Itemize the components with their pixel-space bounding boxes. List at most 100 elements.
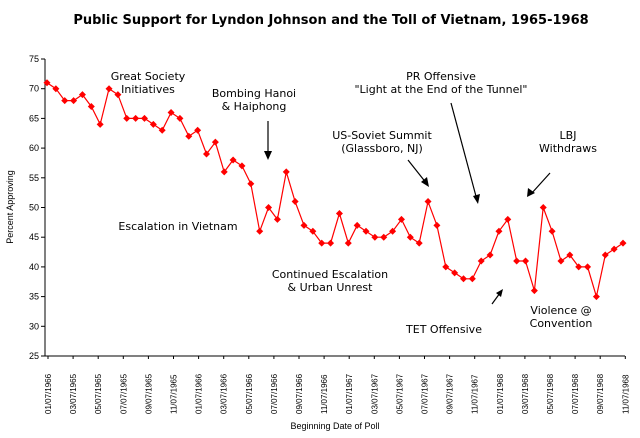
data-point [610, 245, 618, 253]
x-tick-label: 01/07/1967 [345, 373, 354, 414]
data-point [327, 239, 335, 247]
y-axis-label: Percent Approving [5, 170, 15, 244]
annotation-us-soviet: US-Soviet Summit [332, 129, 432, 142]
data-point [273, 215, 281, 223]
data-point [601, 251, 609, 259]
arrow-pr [450, 102, 478, 201]
series-line [46, 82, 624, 297]
x-tick-label: 11/07/1967 [471, 374, 480, 414]
data-point [539, 204, 547, 211]
data-point [300, 221, 308, 229]
y-tick-label: 50 [29, 203, 39, 213]
data-point [406, 233, 414, 241]
data-point [557, 257, 565, 265]
data-point [548, 227, 556, 235]
y-tick-label: 35 [29, 292, 39, 302]
y-tick-label: 75 [29, 54, 39, 64]
data-point [344, 239, 352, 247]
data-point [185, 132, 193, 140]
x-tick-label: 07/07/1966 [270, 373, 279, 414]
annotation-continued-escalation: Continued Escalation [272, 268, 388, 281]
arrow-lbj [530, 172, 551, 195]
annotation-lbj-withdraws: Withdraws [539, 142, 597, 155]
chart-title: Public Support for Lyndon Johnson and th… [73, 13, 588, 28]
data-point [513, 257, 521, 265]
x-tick-label: 11/07/1965 [170, 374, 179, 414]
data-point [530, 287, 538, 295]
x-tick-label: 09/07/1965 [144, 373, 153, 414]
annotation-bombing-hanoi: & Haiphong [222, 100, 287, 113]
data-point [149, 120, 157, 128]
data-point [318, 239, 326, 247]
data-point [211, 138, 219, 146]
plot-area: 25 30 35 40 45 50 55 60 65 70 75 01/07/1966 03/07/1… [29, 54, 630, 414]
annotation-us-soviet: (Glassboro, NJ) [341, 142, 423, 155]
data-point [291, 198, 299, 206]
data-point [468, 275, 476, 283]
data-point [229, 156, 237, 164]
data-point [238, 162, 246, 170]
arrow-pr-head [473, 194, 480, 204]
arrow-lbj-head [527, 188, 535, 197]
data-point [123, 114, 131, 122]
annotation-continued-escalation: & Urban Unrest [288, 281, 374, 294]
x-tick-label: 07/07/1968 [571, 373, 580, 414]
data-point [78, 91, 86, 99]
y-tick-label: 70 [29, 84, 39, 94]
data-point [504, 215, 512, 223]
x-tick-label: 11/07/1968 [621, 374, 630, 414]
annotation-pr-offensive: PR Offensive [406, 70, 476, 83]
data-point [61, 97, 69, 105]
data-point [592, 293, 600, 301]
arrow-tet-head [496, 289, 503, 297]
y-tick-label: 60 [29, 143, 39, 153]
data-point [433, 221, 441, 229]
data-point [203, 150, 211, 158]
x-tick-label: 11/07/1966 [320, 374, 329, 414]
data-point [522, 257, 530, 265]
data-point [619, 239, 627, 247]
x-axis-label: Beginning Date of Poll [290, 421, 379, 431]
y-tick-label: 45 [29, 232, 39, 242]
x-tick-label: 05/07/1968 [546, 373, 555, 414]
y-tick-label: 30 [29, 321, 39, 331]
x-tick-label: 03/07/1966 [220, 373, 229, 414]
x-tick-label: 01/07/1968 [496, 373, 505, 414]
y-tick-label: 65 [29, 113, 39, 123]
arrow-bombing-head [264, 151, 272, 160]
data-point [566, 251, 574, 259]
data-point [167, 108, 175, 116]
annotation-arrows [264, 102, 551, 305]
x-tick-label: 05/07/1965 [94, 373, 103, 414]
annotation-escalation: Escalation in Vietnam [118, 220, 237, 233]
data-point [397, 215, 405, 223]
data-point [477, 257, 485, 265]
data-point [132, 114, 140, 122]
data-point [96, 120, 104, 128]
data-point [389, 227, 397, 235]
data-point [371, 233, 379, 241]
x-tick-label: 05/07/1966 [245, 373, 254, 414]
data-point [140, 114, 148, 122]
data-point [194, 126, 202, 134]
annotation-bombing-hanoi: Bombing Hanoi [212, 87, 296, 100]
data-point [459, 275, 467, 283]
x-tick-label: 01/07/1966 [195, 373, 204, 414]
data-point [114, 91, 122, 99]
annotation-violence: Convention [530, 317, 593, 330]
y-tick-label: 40 [29, 262, 39, 272]
annotation-great-society: Initiatives [121, 83, 175, 96]
data-point [486, 251, 494, 259]
x-tick-label: 09/07/1967 [446, 373, 455, 414]
data-point [415, 239, 423, 247]
data-point [584, 263, 592, 271]
annotation-pr-offensive: "Light at the End of the Tunnel" [354, 83, 527, 96]
data-point [451, 269, 459, 277]
data-point [335, 209, 343, 217]
x-tick-label: 09/07/1968 [596, 373, 605, 414]
data-point [362, 227, 370, 235]
data-point [43, 79, 51, 87]
data-point [309, 227, 317, 235]
x-tick-label: 07/07/1967 [421, 373, 430, 414]
